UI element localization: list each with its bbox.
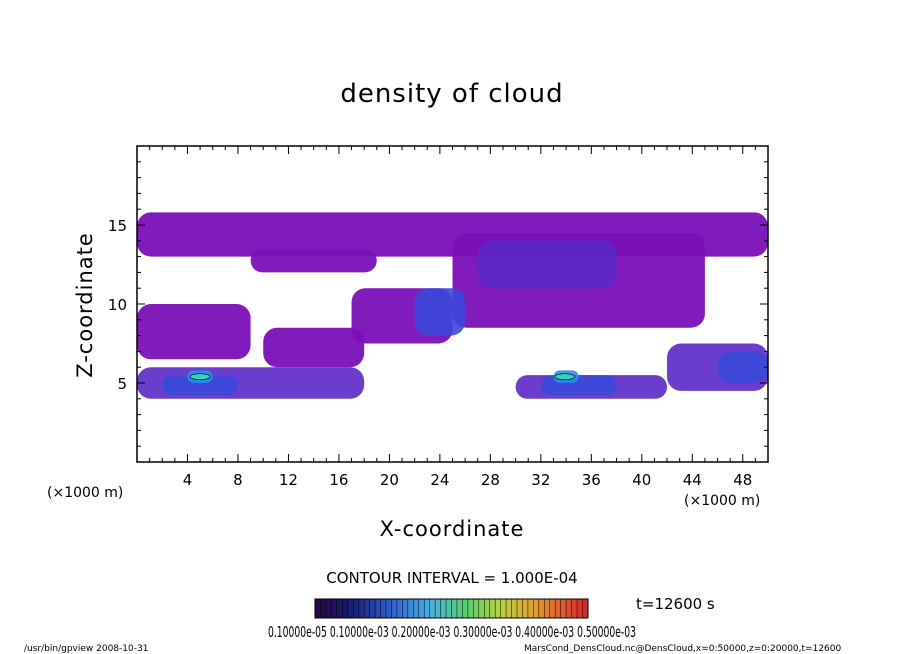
x-unit-left: (×1000 m) — [47, 485, 123, 501]
x-tick-label: 16 — [329, 471, 348, 489]
x-tick-label: 8 — [233, 471, 243, 489]
x-tick-label: 44 — [683, 471, 702, 489]
footer-program: /usr/bin/gpview 2008-10-31 — [24, 644, 148, 654]
cloud-region-2 — [250, 248, 377, 273]
colorbar-divisions — [320, 599, 583, 618]
y-tick-label: 10 — [108, 296, 127, 314]
contour-interval: CONTOUR INTERVAL = 1.000E-04 — [326, 569, 577, 587]
cloud-peak-1 — [189, 373, 211, 380]
colorbar — [314, 598, 589, 619]
x-tick-label: 4 — [183, 471, 193, 489]
cloud-region-13 — [540, 375, 617, 396]
x-axis-label: X-coordinate — [380, 517, 525, 541]
footer-source: MarsCond_DensCloud.nc@DensCloud,x=0:5000… — [524, 644, 841, 654]
x-tick-label: 36 — [582, 471, 601, 489]
cloud-region-10 — [477, 240, 617, 289]
cloud-region-6 — [263, 327, 365, 368]
y-tick-label: 15 — [108, 217, 127, 235]
x-tick-label: 28 — [481, 471, 500, 489]
y-axis-label: Z-coordinate — [73, 232, 97, 378]
x-tick-label: 24 — [430, 471, 449, 489]
cloud-peak-2 — [554, 373, 576, 380]
x-unit-right: (×1000 m) — [684, 493, 760, 509]
x-tick-label: 20 — [380, 471, 399, 489]
cloud-region-11 — [414, 288, 466, 336]
y-tick-label: 5 — [117, 375, 127, 393]
time-label: t=12600 s — [636, 595, 715, 613]
x-tick-label: 32 — [531, 471, 550, 489]
x-tick-label: 48 — [733, 471, 752, 489]
chart-title: density of cloud — [340, 79, 563, 109]
cloud-region-12 — [162, 375, 238, 396]
x-tick-label: 40 — [632, 471, 651, 489]
cloud-region-5 — [137, 304, 251, 360]
cloud-field — [137, 212, 768, 399]
colorbar-labels: 0.10000e-05 0.10000e-03 0.20000e-03 0.30… — [268, 623, 636, 641]
x-tick-label: 12 — [279, 471, 298, 489]
cloud-region-14 — [717, 351, 768, 383]
